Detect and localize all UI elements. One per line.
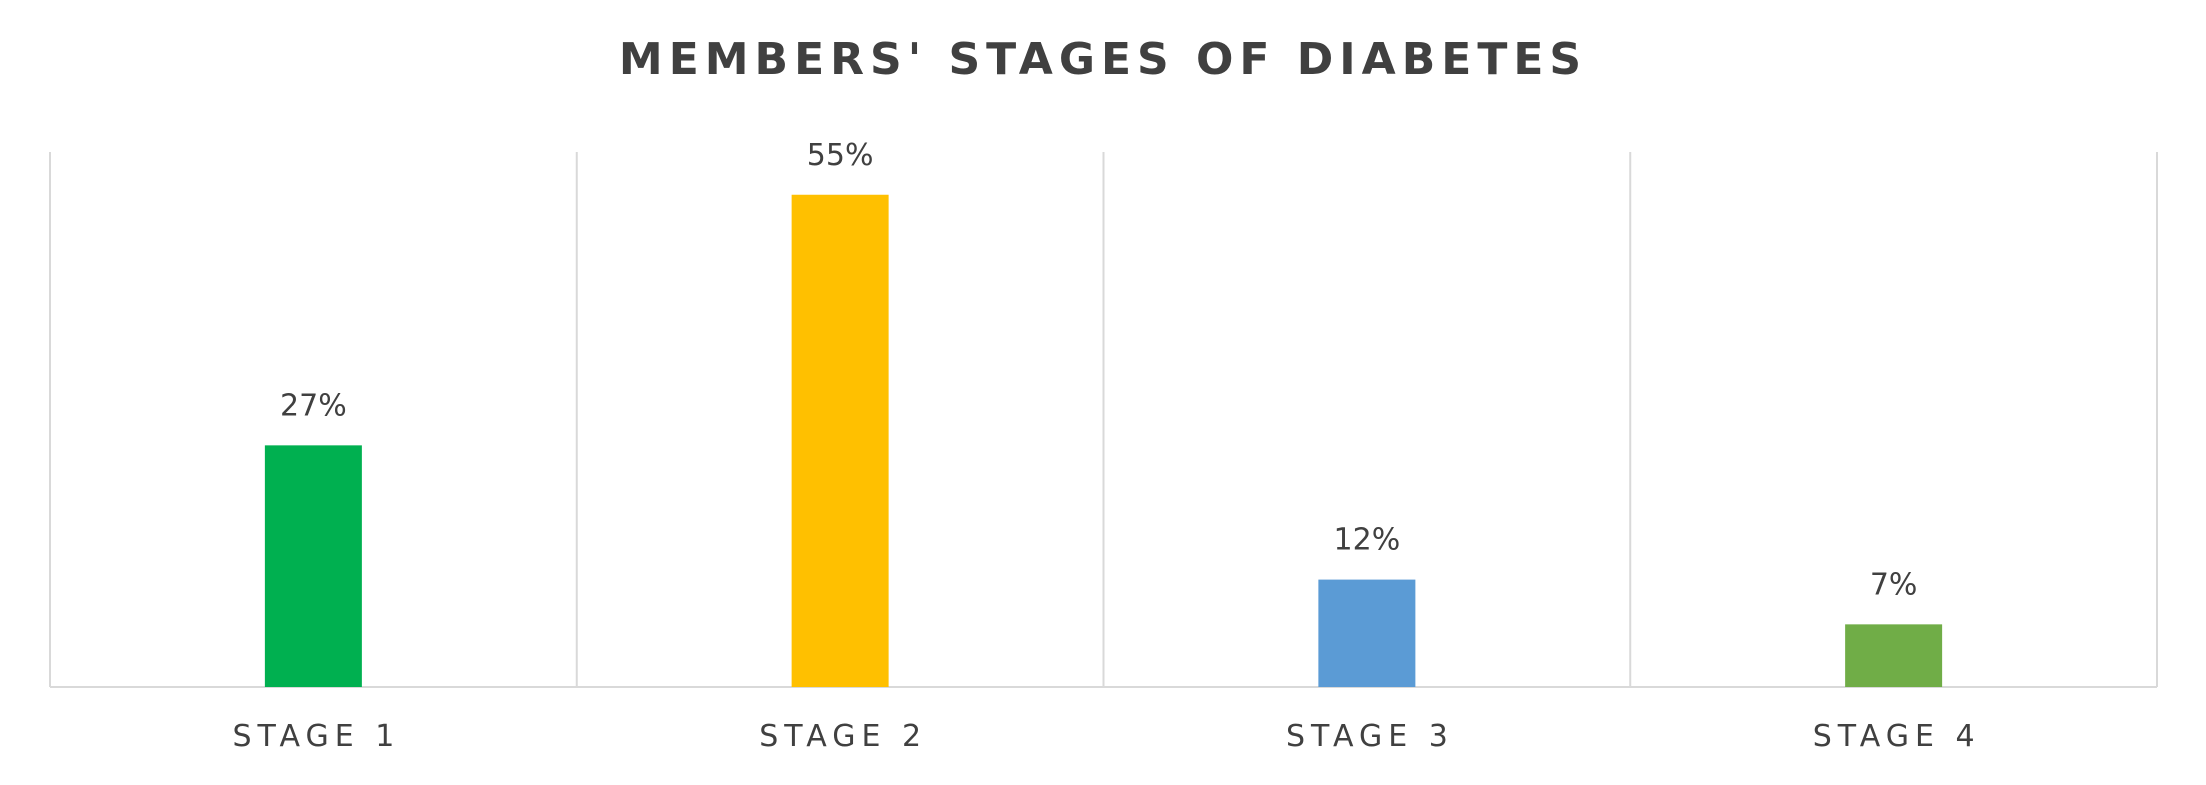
bar-2 [791, 194, 889, 687]
bar-4 [1845, 624, 1943, 687]
data-label-3: 12% [1334, 523, 1401, 558]
category-label-1: STAGE 1 [232, 719, 400, 754]
category-label-3: STAGE 3 [1286, 719, 1454, 754]
category-label-4: STAGE 4 [1813, 719, 1981, 754]
data-label-1: 27% [280, 388, 347, 423]
category-label-2: STAGE 2 [759, 719, 927, 754]
data-label-4: 7% [1870, 567, 1918, 602]
bar-3 [1318, 579, 1416, 687]
data-label-2: 55% [807, 138, 874, 173]
bar-1 [264, 445, 362, 687]
chart-title: MEMBERS' STAGES OF DIABETES [618, 34, 1588, 85]
